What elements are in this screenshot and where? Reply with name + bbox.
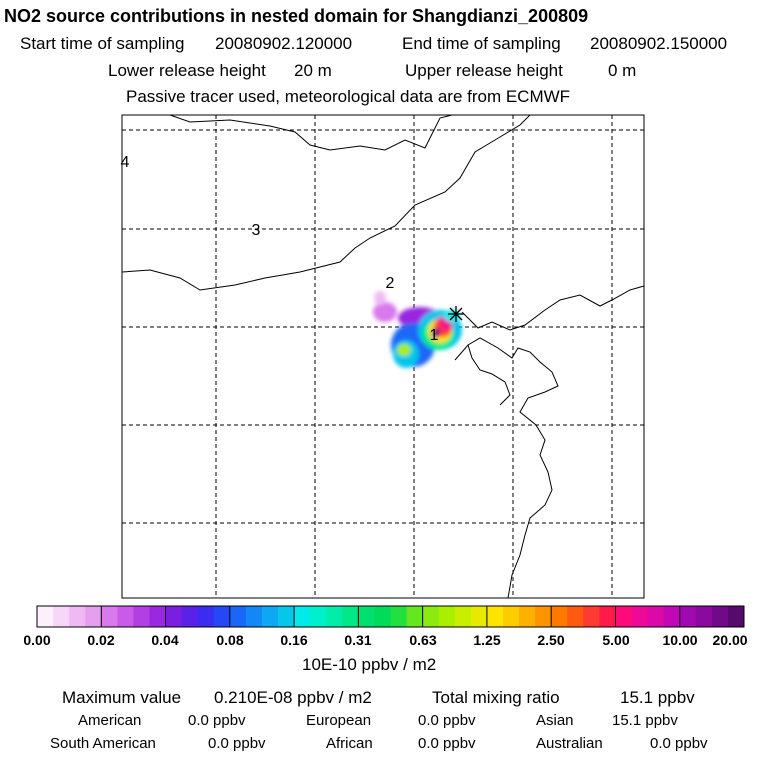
colorbar-swatch: [567, 606, 584, 627]
colorbar-swatch: [245, 606, 263, 627]
upper-release-label: Upper release height: [405, 61, 563, 80]
asian-value: 15.1 ppbv: [612, 712, 678, 729]
colorbar-swatch: [422, 606, 440, 627]
lower-release-value: 20 m: [294, 61, 332, 80]
european-value: 0.0 ppbv: [418, 712, 476, 729]
colorbar-tick-6: 0.63: [409, 632, 437, 648]
colorbar-tick-8: 2.50: [537, 632, 565, 648]
colorbar-swatch: [599, 606, 616, 627]
colorbar-tick-11: 20.00: [712, 632, 748, 648]
colorbar: [36, 606, 745, 627]
colorbar-swatch: [535, 606, 552, 627]
colorbar-swatch: [53, 606, 70, 627]
colorbar-swatch: [342, 606, 359, 627]
colorbar-frame: [36, 605, 745, 628]
colorbar-swatch: [133, 606, 150, 627]
colorbar-swatch: [117, 606, 134, 627]
colorbar-swatch: [679, 606, 697, 627]
end-time-label: End time of sampling: [402, 34, 561, 53]
start-time-value: 20080902.120000: [215, 34, 353, 53]
colorbar-swatch: [310, 606, 327, 627]
colorbar-swatch: [438, 606, 456, 627]
american-label: American: [78, 712, 142, 729]
colorbar-swatch: [213, 606, 231, 627]
asian-label: Asian: [536, 712, 574, 729]
colorbar-tick-5: 0.31: [344, 632, 372, 648]
colorbar-swatch: [181, 606, 199, 627]
south-american-label: South American: [50, 735, 156, 752]
african-value: 0.0 ppbv: [418, 735, 476, 752]
colorbar-swatch: [615, 606, 632, 627]
max-value-label: Maximum value: [62, 688, 182, 707]
colorbar-swatch: [374, 606, 391, 627]
colorbar-swatch: [326, 606, 343, 627]
colorbar-swatch: [583, 606, 600, 627]
max-value: 0.210E-08 ppbv / m2: [214, 688, 372, 707]
colorbar-swatch: [165, 606, 183, 627]
day-label-4: 4: [121, 154, 130, 171]
lat-lon-grid: [122, 115, 644, 598]
colorbar-swatch: [454, 606, 472, 627]
colorbar-swatch: [551, 606, 568, 627]
colorbar-swatch: [390, 606, 407, 627]
total-mixing-value: 15.1 ppbv: [620, 688, 695, 707]
colorbar-tick-7: 1.25: [473, 632, 501, 648]
figure-title: NO2 source contributions in nested domai…: [4, 6, 589, 26]
colorbar-swatch: [486, 606, 504, 627]
day-label-1: 1: [430, 327, 439, 344]
tracer-note: Passive tracer used, meteorological data…: [126, 87, 571, 106]
colorbar-swatch: [470, 606, 488, 627]
upper-release-value: 0 m: [608, 61, 637, 80]
lower-release-label: Lower release height: [108, 61, 266, 80]
australian-value: 0.0 ppbv: [650, 735, 708, 752]
australian-label: Australian: [536, 735, 603, 752]
colorbar-tick-4: 0.16: [280, 632, 308, 648]
european-label: European: [306, 712, 372, 729]
colorbar-swatch: [406, 606, 424, 627]
colorbar-swatch: [37, 606, 54, 627]
no2-plume: [373, 291, 462, 368]
colorbar-swatch: [294, 606, 311, 627]
colorbar-swatch: [278, 606, 295, 627]
colorbar-swatch: [229, 606, 247, 627]
start-time-label: Start time of sampling: [20, 34, 185, 53]
day-label-2: 2: [386, 275, 395, 292]
colorbar-swatch: [358, 606, 375, 627]
colorbar-swatch: [261, 606, 279, 627]
station-star-icon: [448, 306, 464, 322]
colorbar-swatch: [647, 606, 665, 627]
colorbar-swatch: [727, 606, 745, 627]
colorbar-swatch: [149, 606, 166, 627]
map-frame: [121, 114, 645, 599]
colorbar-tick-2: 0.04: [151, 632, 179, 648]
american-value: 0.0 ppbv: [188, 712, 246, 729]
colorbar-tick-1: 0.02: [87, 632, 115, 648]
colorbar-swatch: [85, 606, 102, 627]
colorbar-unit: 10E-10 ppbv / m2: [302, 655, 437, 674]
borders-coastline: [122, 115, 644, 598]
colorbar-tick-3: 0.08: [216, 632, 244, 648]
colorbar-swatch: [69, 606, 86, 627]
day-label-3: 3: [252, 222, 261, 239]
colorbar-swatch: [663, 606, 681, 627]
colorbar-swatch: [711, 606, 729, 627]
total-mixing-label: Total mixing ratio: [432, 688, 560, 707]
colorbar-swatch: [197, 606, 215, 627]
colorbar-swatch: [502, 606, 520, 627]
african-label: African: [326, 735, 373, 752]
south-american-value: 0.0 ppbv: [208, 735, 266, 752]
colorbar-tick-10: 10.00: [662, 632, 698, 648]
colorbar-swatch: [631, 606, 648, 627]
end-time-value: 20080902.150000: [590, 34, 728, 53]
colorbar-swatch: [695, 606, 713, 627]
colorbar-tick-0: 0.00: [23, 632, 51, 648]
colorbar-swatch: [101, 606, 118, 627]
colorbar-tick-9: 5.00: [602, 632, 630, 648]
colorbar-swatch: [519, 606, 536, 627]
